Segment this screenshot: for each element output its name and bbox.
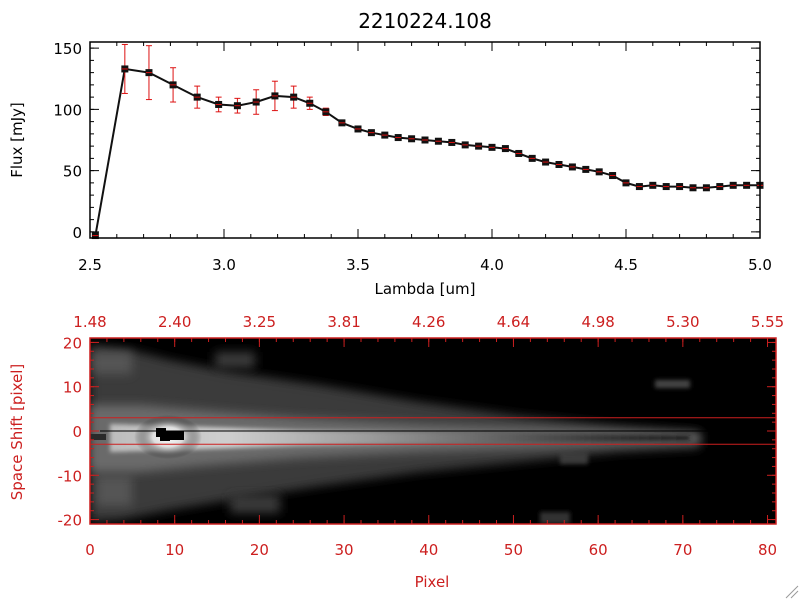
pixel-tick-label: 80 (758, 541, 777, 559)
pixel-tick-label: 20 (250, 541, 269, 559)
wavelength-tick-label: 5.55 (751, 313, 784, 331)
shift-tick-label: 10 (63, 379, 82, 397)
resize-grip[interactable] (785, 585, 799, 599)
noise-patch (655, 380, 690, 388)
spectral-image-heatmap (90, 338, 776, 524)
dead-pixel (160, 435, 170, 441)
noise-patch (92, 352, 132, 374)
noise-patch (230, 495, 280, 513)
x-tick-label: 4.5 (614, 256, 638, 274)
edge-artifact (90, 434, 106, 440)
shift-tick-label: -20 (58, 512, 83, 530)
pixel-tick-label: 40 (419, 541, 438, 559)
x-tick-label: 2.5 (78, 256, 102, 274)
image-y-axis-label: Space Shift [pixel] (8, 364, 26, 501)
image-x-axis-label: Pixel (415, 573, 450, 591)
pixel-tick-label: 70 (673, 541, 692, 559)
image-tick-labels: 0 10 20 30 40 50 60 70 80 1.48 2.40 3.25 3.81 4.26 4.6… (58, 313, 785, 559)
flux-series (91, 43, 764, 240)
noise-patch (540, 512, 570, 524)
chart-title: 2210224.108 (358, 9, 492, 33)
x-tick-label: 3.0 (212, 256, 236, 274)
wavelength-tick-label: 3.81 (327, 313, 360, 331)
pixel-tick-label: 30 (335, 541, 354, 559)
pixel-tick-label: 10 (165, 541, 184, 559)
noise-patch (560, 452, 588, 464)
shift-tick-label: -10 (58, 467, 83, 485)
spectrum-plot-frame (89, 41, 761, 239)
wavelength-tick-label: 4.98 (581, 313, 614, 331)
shift-tick-label: 0 (72, 423, 82, 441)
y-tick-label: 50 (63, 163, 82, 181)
x-tick-label: 4.0 (480, 256, 504, 274)
pixel-tick-label: 50 (504, 541, 523, 559)
x-tick-label: 3.5 (346, 256, 370, 274)
y-tick-label: 0 (72, 224, 82, 242)
wavelength-tick-label: 1.48 (73, 313, 106, 331)
x-tick-label: 5.0 (748, 256, 772, 274)
x-axis-label: Lambda [um] (375, 280, 476, 298)
dead-pixel (156, 428, 166, 437)
dead-pixel (166, 431, 184, 440)
wavelength-tick-label: 3.25 (243, 313, 276, 331)
wavelength-tick-label: 5.30 (666, 313, 699, 331)
noise-patch (96, 476, 132, 506)
spectral-image-plot: 0 10 20 30 40 50 60 70 80 1.48 2.40 3.25 3.81 4.26 4.6… (8, 313, 784, 591)
spectrum-tick-labels: 2.5 3.0 3.5 4.0 4.5 5.0 0 50 100 150 (53, 40, 772, 274)
y-tick-label: 100 (53, 101, 82, 119)
shift-tick-label: 20 (63, 334, 82, 352)
y-axis-label: Flux [mJy] (8, 102, 26, 178)
wavelength-tick-label: 4.26 (412, 313, 445, 331)
spectrum-plot: 2210224.108 2.5 3.0 3.5 4.0 4.5 5.0050100150 … (8, 9, 772, 298)
wavelength-tick-label: 2.40 (158, 313, 191, 331)
pixel-tick-label: 0 (85, 541, 95, 559)
pixel-tick-label: 60 (589, 541, 608, 559)
extraction-window (90, 417, 776, 445)
noise-patch (215, 352, 255, 368)
wavelength-tick-label: 4.64 (497, 313, 530, 331)
image-plot-frame (89, 337, 777, 525)
y-tick-label: 150 (53, 40, 82, 58)
